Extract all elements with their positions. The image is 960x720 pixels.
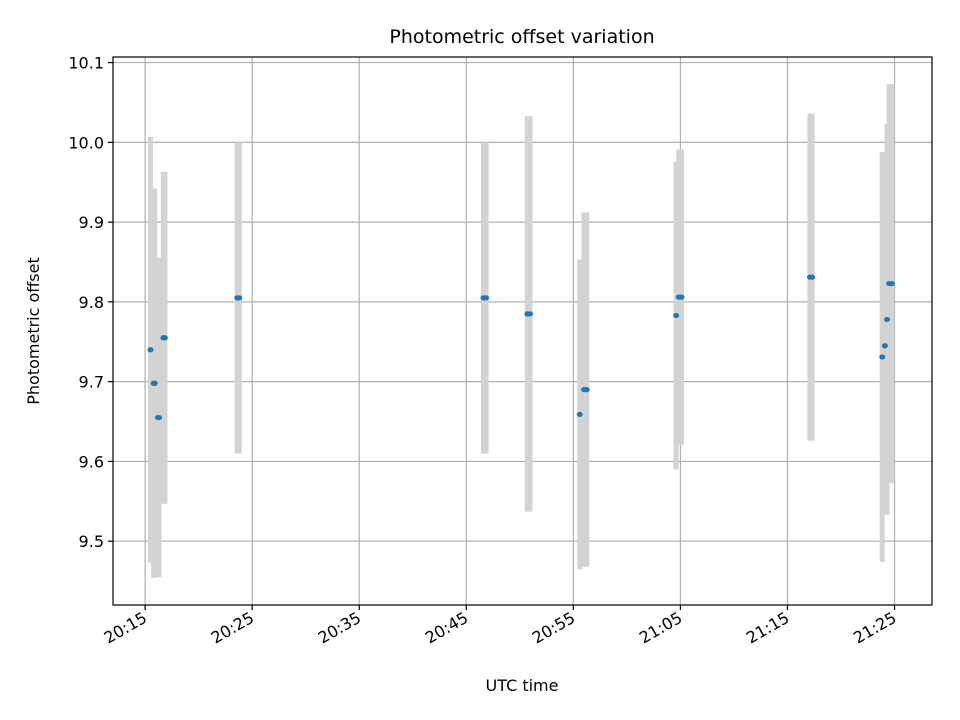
y-axis-label: Photometric offset — [24, 257, 43, 405]
x-tick-label: 20:45 — [422, 608, 471, 648]
x-tick-label: 20:15 — [101, 608, 150, 648]
x-tick-label: 20:55 — [529, 608, 578, 648]
data-point — [526, 311, 533, 317]
plot-frame — [112, 56, 933, 606]
chart-title: Photometric offset variation — [389, 26, 654, 48]
x-axis-label: UTC time — [486, 676, 559, 695]
data-point — [576, 411, 583, 417]
x-tick-label: 21:05 — [636, 608, 685, 648]
data-point — [881, 343, 888, 349]
data-point — [161, 335, 168, 341]
x-tick-label: 21:25 — [850, 608, 899, 648]
data-point — [156, 414, 163, 421]
data-point — [583, 387, 590, 393]
data-point — [678, 294, 685, 300]
x-axis: 20:15 20:25 20:35 20:45 20:55 21:05 21:15 21:25 — [101, 605, 900, 648]
y-tick-label: 9.6 — [79, 452, 104, 471]
data-point — [673, 312, 680, 319]
data-point — [483, 295, 490, 301]
y-tick-label: 9.5 — [79, 532, 104, 551]
y-axis: 9.5 9.6 9.7 9.8 9.9 10.0 10.1 — [68, 54, 113, 551]
data-point — [236, 295, 243, 301]
data-point — [151, 380, 158, 386]
y-tick-label: 10.1 — [68, 54, 104, 73]
x-tick-label: 21:15 — [743, 608, 792, 648]
data-point — [809, 274, 816, 280]
y-tick-label: 9.9 — [79, 213, 104, 232]
data-point — [888, 280, 895, 287]
x-tick-label: 20:35 — [315, 608, 364, 648]
data-points — [147, 274, 895, 421]
y-tick-label: 10.0 — [68, 133, 104, 152]
x-tick-label: 20:25 — [208, 608, 257, 648]
y-tick-label: 9.8 — [79, 293, 104, 312]
y-tick-label: 9.7 — [79, 373, 104, 392]
error-bars — [147, 84, 895, 578]
data-point — [884, 316, 891, 323]
data-point — [147, 347, 154, 353]
data-point — [879, 354, 886, 360]
